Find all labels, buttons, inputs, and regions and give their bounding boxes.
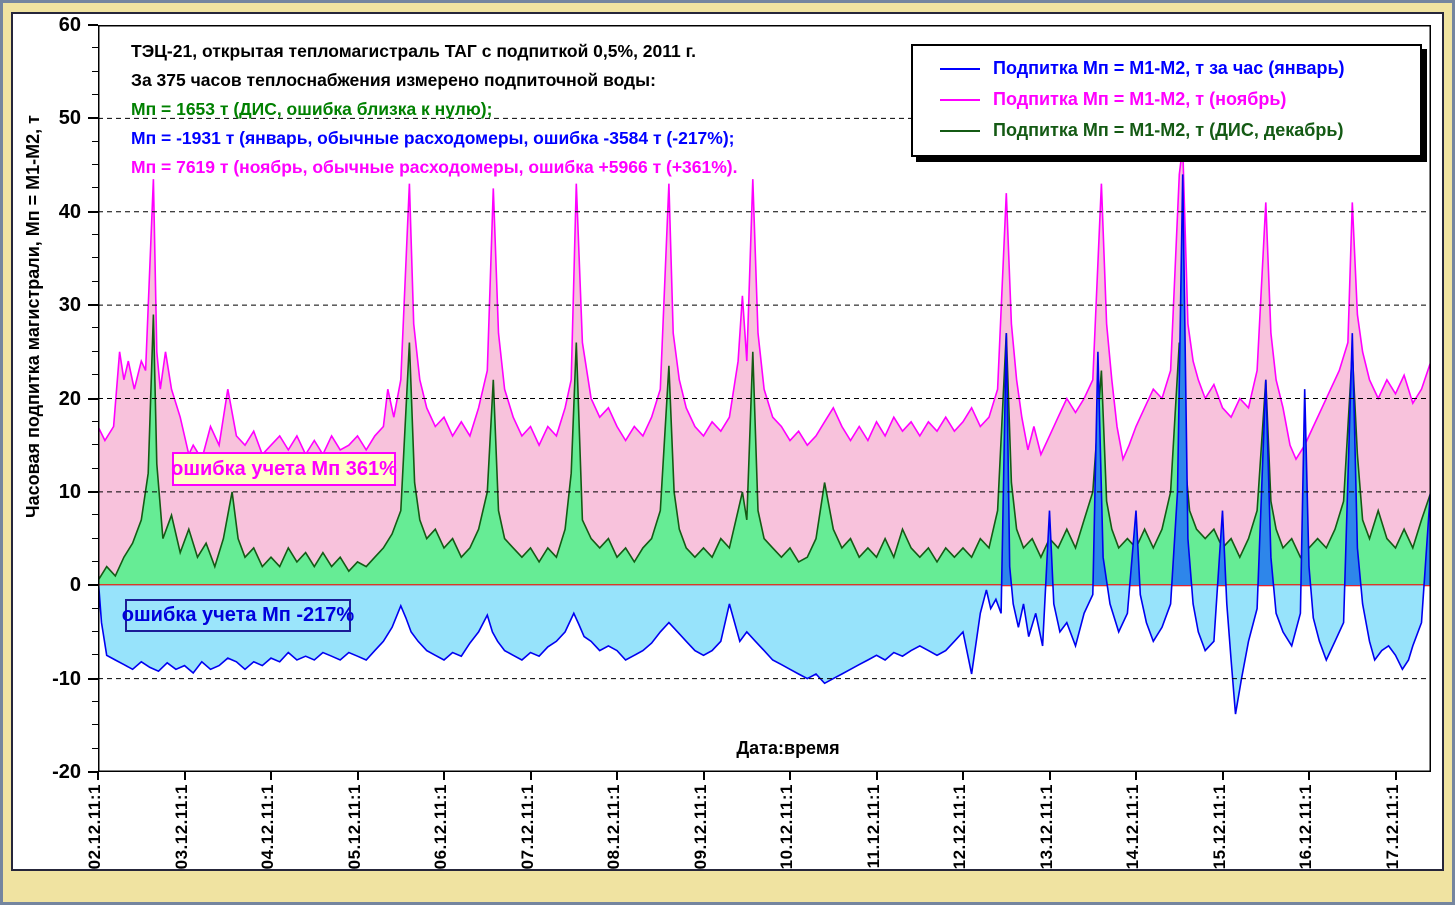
y-tick-label: -20: [52, 761, 81, 783]
x-major-tick: [1394, 772, 1397, 780]
legend-label: Подпитка Мп = М1-М2, т (ноябрь): [993, 89, 1287, 109]
x-major-tick: [789, 772, 791, 780]
x-tick-label: 04.12.11:1: [258, 784, 277, 870]
y-minor-tick: [92, 420, 98, 422]
y-minor-tick: [92, 607, 98, 609]
y-minor-tick: [92, 514, 98, 516]
x-tick-label: 10.12.11:1: [777, 784, 796, 870]
legend-line-swatch: [940, 129, 980, 132]
y-axis-title: Часовая подпитка магистрали, Мп = М1-М2,…: [23, 115, 43, 519]
x-major-tick: [356, 772, 359, 780]
x-major-tick: [962, 772, 964, 780]
y-minor-tick: [92, 234, 98, 236]
x-major-tick: [702, 772, 705, 780]
y-minor-tick: [92, 747, 98, 749]
x-tick-label: 17.12.11:1: [1382, 784, 1402, 870]
x-tick-label: 08.12.11:1: [604, 784, 623, 870]
y-tick-label: 40: [58, 200, 81, 223]
y-minor-tick: [92, 467, 98, 469]
x-major-tick: [443, 772, 445, 780]
y-major-tick: [88, 677, 98, 680]
legend-item: Подпитка Мп = М1-М2, т (ДИС, декабрь): [913, 115, 1420, 146]
y-major-tick: [88, 771, 98, 773]
x-major-tick: [97, 772, 99, 780]
y-tick-label: 20: [58, 387, 81, 410]
y-tick-label: 50: [58, 107, 81, 130]
y-minor-tick: [92, 280, 98, 282]
series-december-line: [98, 314, 1431, 582]
x-major-tick: [616, 772, 618, 780]
y-major-tick: [88, 210, 98, 213]
series-january-area-negative: [98, 585, 1431, 715]
x-major-tick: [183, 772, 186, 780]
y-minor-tick: [92, 654, 98, 656]
y-minor-tick: [92, 700, 98, 702]
y-major-tick: [88, 304, 98, 307]
chart-info-block: ТЭЦ-21, открытая тепломагистраль ТАГ с п…: [131, 37, 738, 182]
error-annotation-positive: ошибка учета Мп 361%: [171, 452, 397, 486]
legend-line-swatch: [940, 98, 980, 101]
y-tick-label: 30: [58, 294, 81, 317]
y-minor-tick: [92, 140, 98, 142]
x-axis-title: Дата:время: [736, 738, 840, 758]
y-minor-tick: [92, 724, 98, 726]
y-minor-tick: [92, 94, 98, 96]
x-tick-label: 15.12.11:1: [1209, 784, 1229, 870]
x-tick-label: 02.12.11:1: [85, 784, 104, 870]
y-tick-label: 0: [69, 574, 81, 597]
y-minor-tick: [92, 444, 98, 446]
y-major-tick: [88, 24, 98, 26]
y-minor-tick: [92, 164, 98, 166]
x-tick-label: 14.12.11:1: [1123, 784, 1142, 870]
series-january-area-positive: [98, 174, 1431, 586]
x-tick-label: 11.12.11:1: [863, 784, 883, 869]
info-line: ТЭЦ-21, открытая тепломагистраль ТАГ с п…: [131, 41, 697, 61]
x-tick-label: 06.12.11:1: [431, 784, 450, 870]
y-major-tick: [88, 397, 98, 400]
x-tick-label: 09.12.11:1: [690, 784, 710, 870]
y-tick-label: -10: [52, 667, 81, 690]
legend-label: Подпитка Мп = М1-М2, т (ДИС, декабрь): [993, 120, 1344, 140]
x-major-tick: [875, 772, 878, 780]
info-line: За 375 часов теплоснабжения измерено под…: [131, 70, 656, 90]
x-tick-label: 07.12.11:1: [517, 784, 537, 870]
x-major-tick: [1048, 772, 1051, 780]
x-major-tick: [270, 772, 272, 780]
x-tick-label: 16.12.11:1: [1296, 784, 1315, 870]
y-minor-tick: [92, 537, 98, 539]
x-major-tick: [1221, 772, 1224, 780]
y-minor-tick: [92, 630, 98, 632]
plot-border: [98, 25, 1431, 772]
error-annotation-negative: ошибка учета Мп -217%: [122, 599, 354, 632]
y-tick-label: 60: [58, 14, 81, 36]
y-minor-tick: [92, 327, 98, 329]
info-line: Мп = 7619 т (ноябрь, обычные расходомеры…: [131, 157, 738, 177]
x-major-tick: [529, 772, 532, 780]
x-major-tick: [1308, 772, 1310, 780]
info-line: Мп = -1931 т (январь, обычные расходомер…: [131, 128, 735, 148]
legend-item: Подпитка Мп = М1-М2, т за час (январь): [913, 53, 1420, 84]
legend-line-swatch: [940, 67, 980, 70]
info-line: Мп = 1653 т (ДИС, ошибка близка к нулю);: [131, 99, 493, 119]
y-minor-tick: [92, 70, 98, 72]
y-minor-tick: [92, 350, 98, 352]
x-tick-label: 12.12.11:1: [950, 784, 969, 870]
y-major-tick: [88, 117, 98, 120]
y-major-tick: [88, 490, 98, 493]
legend-label: Подпитка Мп = М1-М2, т за час (январь): [993, 58, 1345, 78]
y-minor-tick: [92, 560, 98, 562]
x-tick-label: 13.12.11:1: [1036, 784, 1056, 870]
y-minor-tick: [92, 187, 98, 189]
legend-item: Подпитка Мп = М1-М2, т (ноябрь): [913, 84, 1420, 115]
legend-box: Подпитка Мп = М1-М2, т за час (январь) По…: [911, 44, 1422, 157]
x-major-tick: [1135, 772, 1137, 780]
y-minor-tick: [92, 257, 98, 259]
y-minor-tick: [92, 374, 98, 376]
y-major-tick: [88, 584, 98, 587]
y-minor-tick: [92, 47, 98, 49]
x-tick-label: 03.12.11:1: [171, 784, 191, 870]
x-tick-label: 05.12.11:1: [344, 784, 364, 870]
y-tick-label: 10: [58, 480, 81, 503]
